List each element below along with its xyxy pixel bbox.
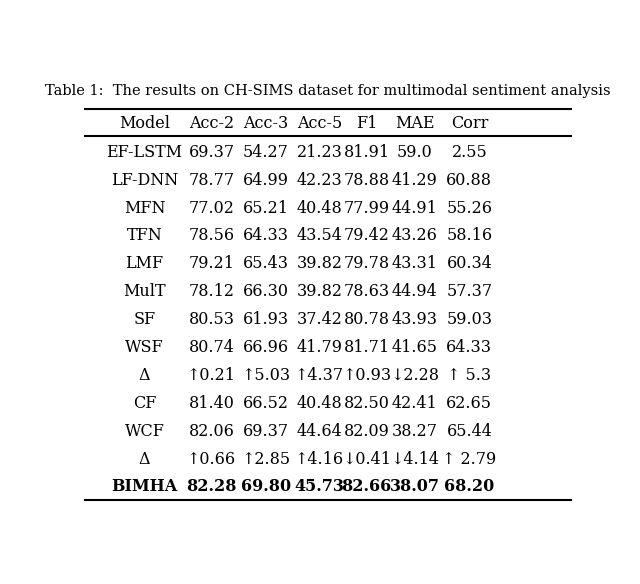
Text: ↑ 2.79: ↑ 2.79 bbox=[442, 450, 497, 468]
Text: 79.42: 79.42 bbox=[344, 228, 390, 245]
Text: F1: F1 bbox=[356, 115, 378, 132]
Text: Model: Model bbox=[119, 115, 170, 132]
Text: 77.99: 77.99 bbox=[344, 200, 390, 217]
Text: 82.66: 82.66 bbox=[342, 478, 392, 495]
Text: WCF: WCF bbox=[125, 423, 164, 440]
Text: ↑4.37: ↑4.37 bbox=[295, 367, 344, 384]
Text: 79.21: 79.21 bbox=[188, 255, 234, 272]
Text: 60.88: 60.88 bbox=[446, 172, 492, 189]
Text: ↑0.21: ↑0.21 bbox=[187, 367, 236, 384]
Text: Acc-3: Acc-3 bbox=[243, 115, 289, 132]
Text: 38.07: 38.07 bbox=[390, 478, 440, 495]
Text: 78.56: 78.56 bbox=[188, 228, 234, 245]
Text: ↑0.93: ↑0.93 bbox=[342, 367, 391, 384]
Text: 44.94: 44.94 bbox=[392, 283, 438, 300]
Text: 59.0: 59.0 bbox=[397, 144, 433, 161]
Text: 41.29: 41.29 bbox=[392, 172, 438, 189]
Text: 54.27: 54.27 bbox=[243, 144, 289, 161]
Text: 42.41: 42.41 bbox=[392, 395, 438, 412]
Text: 64.33: 64.33 bbox=[243, 228, 289, 245]
Text: TFN: TFN bbox=[127, 228, 163, 245]
Text: SF: SF bbox=[133, 311, 156, 328]
Text: Acc-2: Acc-2 bbox=[189, 115, 234, 132]
Text: 82.06: 82.06 bbox=[189, 423, 234, 440]
Text: 59.03: 59.03 bbox=[446, 311, 492, 328]
Text: ↑5.03: ↑5.03 bbox=[241, 367, 291, 384]
Text: 58.16: 58.16 bbox=[446, 228, 492, 245]
Text: 79.78: 79.78 bbox=[344, 255, 390, 272]
Text: 66.30: 66.30 bbox=[243, 283, 289, 300]
Text: BIMHA: BIMHA bbox=[111, 478, 178, 495]
Text: 41.65: 41.65 bbox=[392, 339, 438, 356]
Text: 81.40: 81.40 bbox=[189, 395, 234, 412]
Text: ↑4.16: ↑4.16 bbox=[295, 450, 344, 468]
Text: 80.53: 80.53 bbox=[188, 311, 234, 328]
Text: 38.27: 38.27 bbox=[392, 423, 438, 440]
Text: EF-LSTM: EF-LSTM bbox=[106, 144, 182, 161]
Text: 69.37: 69.37 bbox=[243, 423, 289, 440]
Text: 80.74: 80.74 bbox=[189, 339, 234, 356]
Text: MulT: MulT bbox=[123, 283, 166, 300]
Text: 43.54: 43.54 bbox=[296, 228, 342, 245]
Text: 65.43: 65.43 bbox=[243, 255, 289, 272]
Text: 42.23: 42.23 bbox=[297, 172, 342, 189]
Text: 64.99: 64.99 bbox=[243, 172, 289, 189]
Text: ↑2.85: ↑2.85 bbox=[241, 450, 291, 468]
Text: 39.82: 39.82 bbox=[296, 255, 342, 272]
Text: 44.91: 44.91 bbox=[392, 200, 438, 217]
Text: 61.93: 61.93 bbox=[243, 311, 289, 328]
Text: 43.26: 43.26 bbox=[392, 228, 438, 245]
Text: 78.77: 78.77 bbox=[188, 172, 234, 189]
Text: 55.26: 55.26 bbox=[446, 200, 492, 217]
Text: 66.96: 66.96 bbox=[243, 339, 289, 356]
Text: 69.37: 69.37 bbox=[188, 144, 234, 161]
Text: ↓0.41: ↓0.41 bbox=[342, 450, 391, 468]
Text: Δ: Δ bbox=[139, 450, 150, 468]
Text: 62.65: 62.65 bbox=[446, 395, 492, 412]
Text: 82.09: 82.09 bbox=[344, 423, 390, 440]
Text: 68.20: 68.20 bbox=[444, 478, 495, 495]
Text: CF: CF bbox=[132, 395, 156, 412]
Text: 44.64: 44.64 bbox=[297, 423, 342, 440]
Text: 65.44: 65.44 bbox=[447, 423, 492, 440]
Text: Δ: Δ bbox=[139, 367, 150, 384]
Text: 81.71: 81.71 bbox=[344, 339, 390, 356]
Text: 78.88: 78.88 bbox=[344, 172, 390, 189]
Text: 82.28: 82.28 bbox=[186, 478, 237, 495]
Text: 65.21: 65.21 bbox=[243, 200, 289, 217]
Text: 77.02: 77.02 bbox=[189, 200, 234, 217]
Text: Acc-5: Acc-5 bbox=[297, 115, 342, 132]
Text: WSF: WSF bbox=[125, 339, 164, 356]
Text: 41.79: 41.79 bbox=[296, 339, 342, 356]
Text: 69.80: 69.80 bbox=[241, 478, 291, 495]
Text: LMF: LMF bbox=[125, 255, 164, 272]
Text: 37.42: 37.42 bbox=[296, 311, 342, 328]
Text: 40.48: 40.48 bbox=[297, 200, 342, 217]
Text: ↓2.28: ↓2.28 bbox=[390, 367, 439, 384]
Text: 78.63: 78.63 bbox=[344, 283, 390, 300]
Text: ↑ 5.3: ↑ 5.3 bbox=[447, 367, 492, 384]
Text: 39.82: 39.82 bbox=[296, 283, 342, 300]
Text: 78.12: 78.12 bbox=[188, 283, 234, 300]
Text: ↑0.66: ↑0.66 bbox=[187, 450, 236, 468]
Text: MFN: MFN bbox=[124, 200, 165, 217]
Text: 57.37: 57.37 bbox=[446, 283, 492, 300]
Text: 43.31: 43.31 bbox=[392, 255, 438, 272]
Text: 81.91: 81.91 bbox=[344, 144, 390, 161]
Text: ↓4.14: ↓4.14 bbox=[390, 450, 439, 468]
Text: 21.23: 21.23 bbox=[296, 144, 342, 161]
Text: 80.78: 80.78 bbox=[344, 311, 390, 328]
Text: Table 1:  The results on CH-SIMS dataset for multimodal sentiment analysis: Table 1: The results on CH-SIMS dataset … bbox=[45, 84, 611, 98]
Text: MAE: MAE bbox=[395, 115, 435, 132]
Text: 43.93: 43.93 bbox=[392, 311, 438, 328]
Text: 2.55: 2.55 bbox=[451, 144, 487, 161]
Text: 40.48: 40.48 bbox=[297, 395, 342, 412]
Text: 60.34: 60.34 bbox=[447, 255, 492, 272]
Text: 45.73: 45.73 bbox=[294, 478, 344, 495]
Text: Corr: Corr bbox=[451, 115, 488, 132]
Text: 66.52: 66.52 bbox=[243, 395, 289, 412]
Text: LF-DNN: LF-DNN bbox=[111, 172, 178, 189]
Text: 82.50: 82.50 bbox=[344, 395, 390, 412]
Text: 64.33: 64.33 bbox=[446, 339, 492, 356]
